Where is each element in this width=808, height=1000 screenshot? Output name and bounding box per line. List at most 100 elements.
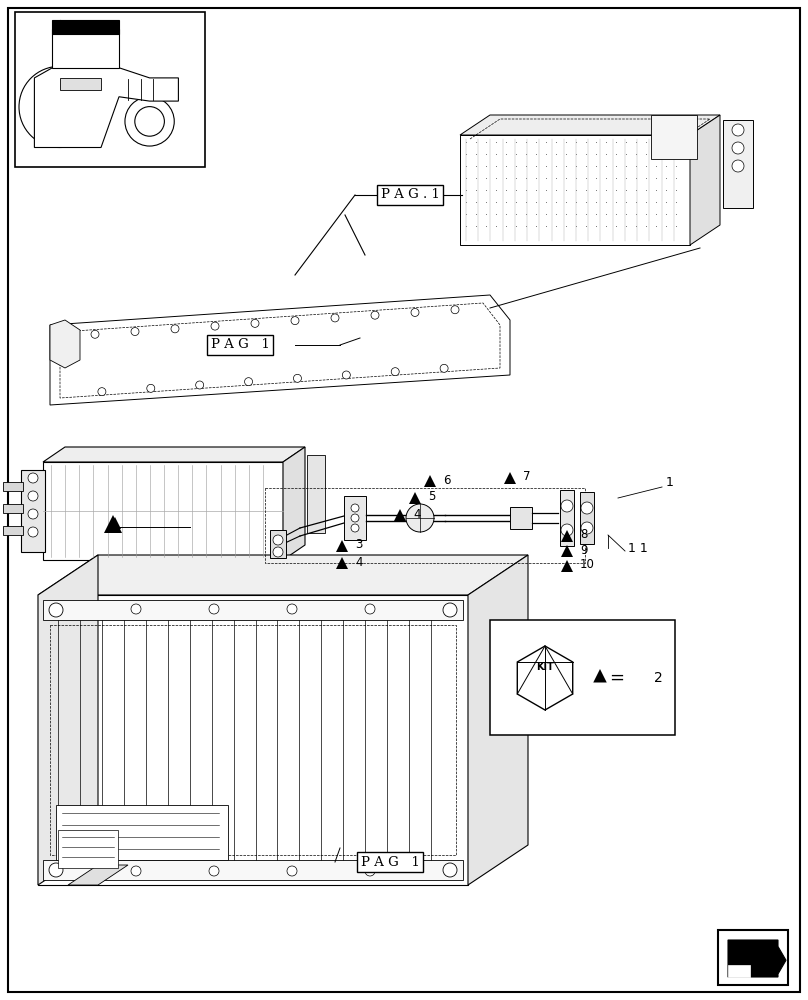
Circle shape (351, 504, 359, 512)
Text: 7: 7 (523, 471, 531, 484)
Circle shape (331, 314, 339, 322)
Polygon shape (109, 517, 121, 529)
Polygon shape (468, 555, 528, 885)
Bar (56, 805, 228, 860)
Text: P A G . 1: P A G . 1 (381, 188, 440, 202)
Text: 4: 4 (355, 556, 363, 568)
Polygon shape (561, 530, 573, 542)
Polygon shape (38, 555, 98, 885)
Circle shape (391, 368, 399, 376)
Text: 5: 5 (428, 490, 436, 504)
Circle shape (365, 604, 375, 614)
Circle shape (581, 522, 593, 534)
Text: P A G   1: P A G 1 (360, 856, 419, 868)
Bar (490, 620, 675, 735)
Circle shape (732, 124, 744, 136)
Circle shape (209, 866, 219, 876)
Text: 3: 3 (355, 538, 362, 552)
Circle shape (98, 388, 106, 396)
Polygon shape (283, 447, 305, 560)
Bar (58, 830, 118, 868)
Text: 4: 4 (413, 508, 420, 520)
Bar (3, 526, 23, 535)
Bar (3, 482, 23, 491)
Circle shape (273, 547, 283, 557)
Circle shape (293, 374, 301, 382)
Circle shape (287, 866, 297, 876)
Polygon shape (539, 650, 551, 662)
Circle shape (251, 319, 259, 327)
Circle shape (196, 381, 204, 389)
Circle shape (451, 306, 459, 314)
Circle shape (443, 603, 457, 617)
Text: 8: 8 (580, 528, 587, 542)
Polygon shape (53, 29, 119, 68)
Circle shape (28, 509, 38, 519)
Bar (265, 488, 585, 563)
Polygon shape (690, 115, 720, 245)
Polygon shape (68, 865, 128, 885)
Bar (38, 595, 468, 885)
Text: P A G   1: P A G 1 (211, 338, 269, 352)
Circle shape (28, 491, 38, 501)
Polygon shape (728, 940, 786, 977)
Polygon shape (336, 540, 348, 552)
Bar (50, 625, 456, 855)
Bar (651, 115, 697, 159)
Text: =: = (609, 669, 625, 687)
Bar (43, 860, 463, 880)
Bar (723, 120, 753, 208)
Polygon shape (728, 965, 750, 977)
Circle shape (131, 866, 141, 876)
Polygon shape (593, 669, 607, 682)
Bar (510, 507, 532, 529)
Circle shape (561, 524, 573, 536)
Text: 6: 6 (443, 474, 451, 487)
Polygon shape (460, 135, 690, 245)
Bar (43, 462, 283, 560)
Bar (43, 600, 463, 620)
Circle shape (351, 524, 359, 532)
Text: 1: 1 (666, 477, 674, 489)
Polygon shape (50, 295, 510, 405)
Circle shape (581, 502, 593, 514)
Bar (15, 12, 205, 167)
Polygon shape (504, 472, 516, 484)
Bar (21, 470, 45, 552)
Bar (3, 504, 23, 513)
Circle shape (91, 330, 99, 338)
Circle shape (171, 325, 179, 333)
Bar (344, 496, 366, 540)
Text: 10: 10 (580, 558, 595, 572)
Polygon shape (424, 475, 436, 487)
Polygon shape (60, 78, 101, 90)
Circle shape (131, 328, 139, 336)
Circle shape (28, 473, 38, 483)
Circle shape (351, 514, 359, 522)
Polygon shape (38, 555, 528, 595)
Text: 1 1: 1 1 (628, 542, 648, 554)
Circle shape (443, 863, 457, 877)
Polygon shape (35, 68, 179, 147)
Polygon shape (336, 557, 348, 569)
Circle shape (49, 603, 63, 617)
Bar (580, 492, 594, 544)
Polygon shape (50, 320, 80, 368)
Text: 9: 9 (580, 544, 587, 556)
Polygon shape (43, 447, 305, 462)
Circle shape (291, 317, 299, 325)
Circle shape (273, 535, 283, 545)
Bar (270, 530, 286, 558)
Circle shape (287, 604, 297, 614)
Polygon shape (409, 492, 421, 504)
Circle shape (411, 308, 419, 316)
Bar (307, 455, 325, 533)
Circle shape (365, 866, 375, 876)
Circle shape (406, 504, 434, 532)
Circle shape (440, 364, 448, 372)
Polygon shape (104, 515, 122, 533)
Bar (718, 930, 788, 985)
Polygon shape (517, 646, 573, 710)
Circle shape (49, 863, 63, 877)
Text: KIT: KIT (537, 662, 553, 672)
